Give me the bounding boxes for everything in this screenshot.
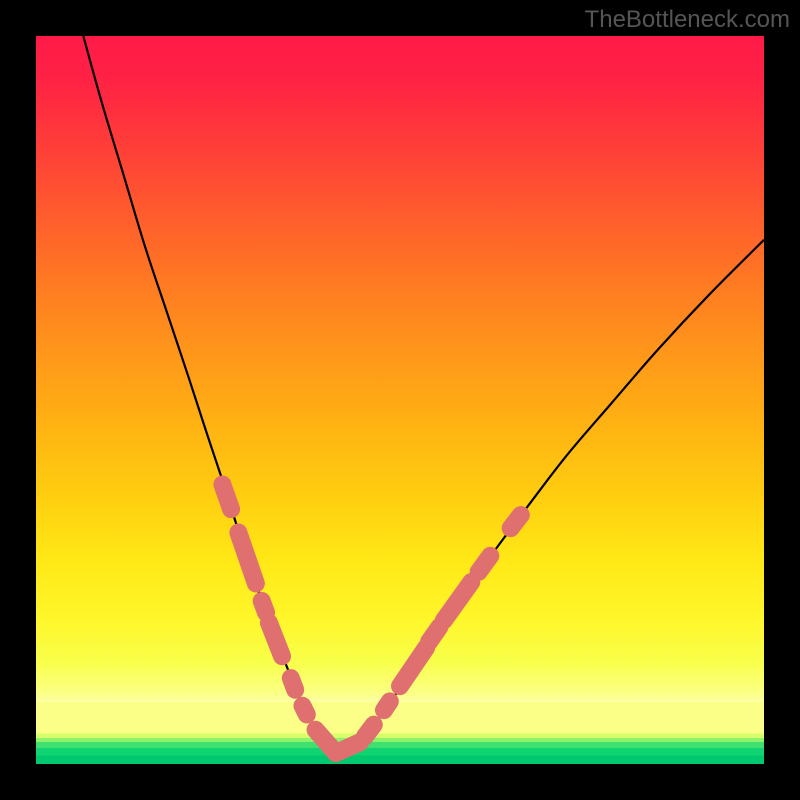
highlight-pill [429,627,439,642]
chart-frame [36,36,764,764]
highlight-pill [302,706,306,715]
highlight-pill [336,742,360,753]
highlight-pill [269,623,282,656]
highlight-pill [262,601,266,613]
highlight-pill [365,725,374,737]
highlight-pill [222,484,231,509]
highlight-pill [479,556,491,572]
bottleneck-curve-plot [36,36,764,764]
highlight-pill [384,701,390,710]
highlight-pill [291,678,295,690]
watermark-text: TheBottleneck.com [585,6,790,34]
highlight-pill [511,515,521,528]
